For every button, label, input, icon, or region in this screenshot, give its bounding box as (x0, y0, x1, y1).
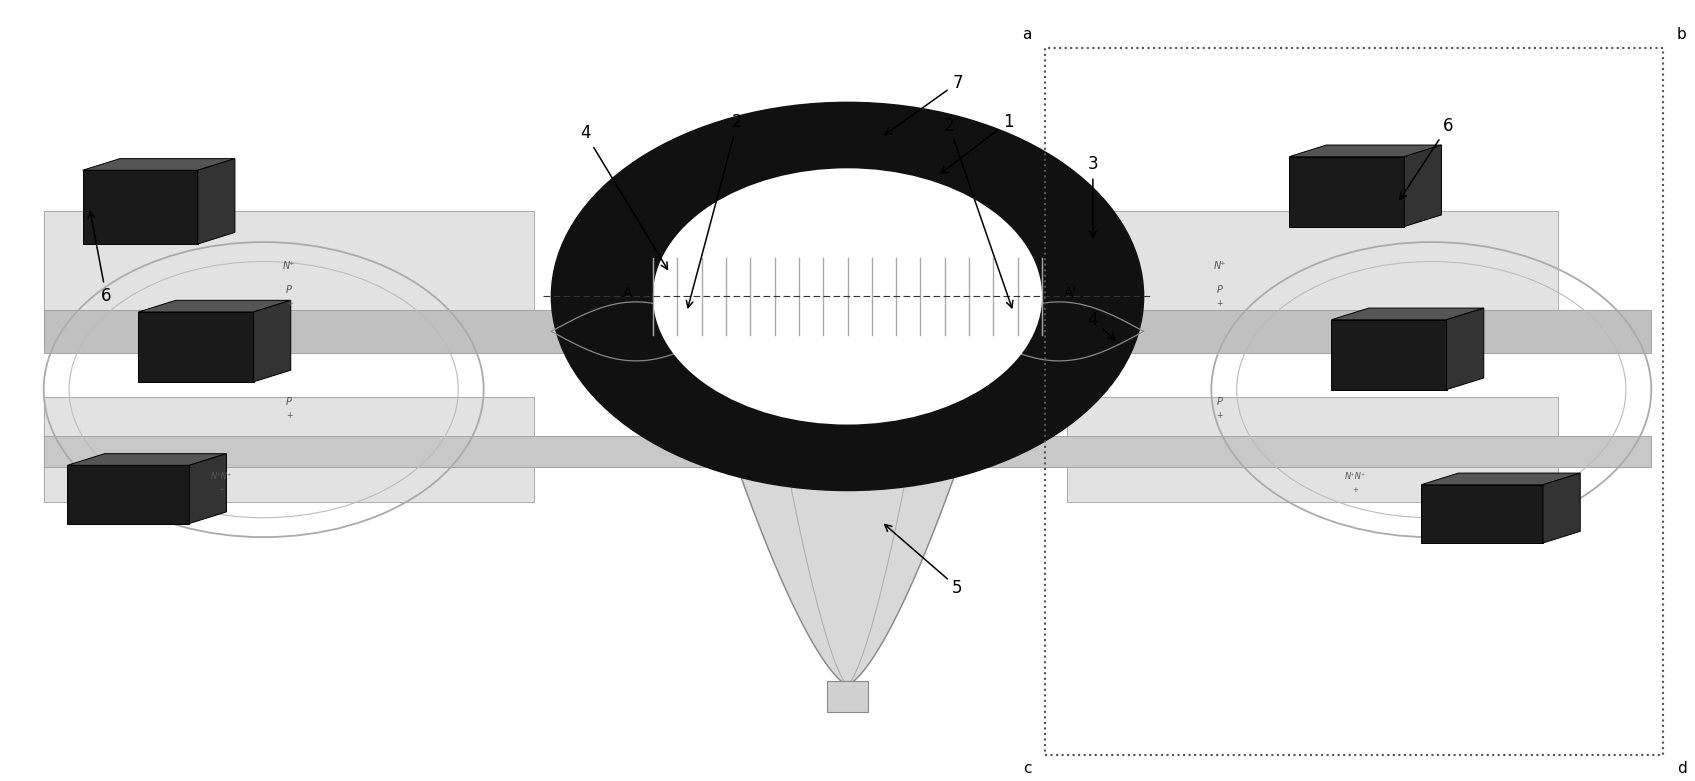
Text: +: + (219, 487, 224, 493)
Text: 3: 3 (1088, 155, 1098, 237)
Polygon shape (68, 454, 227, 465)
Polygon shape (737, 467, 958, 685)
Text: N⁺N⁺: N⁺N⁺ (210, 472, 232, 481)
Text: A: A (622, 286, 632, 300)
Polygon shape (1332, 319, 1446, 390)
Bar (1068, 398, 1558, 502)
Bar (827, 681, 868, 711)
Polygon shape (139, 312, 254, 382)
Ellipse shape (653, 169, 1042, 425)
Polygon shape (1542, 473, 1580, 543)
Text: +: + (1217, 412, 1224, 420)
Text: 6: 6 (1400, 116, 1454, 199)
Polygon shape (1332, 308, 1483, 319)
Text: +: + (286, 299, 292, 308)
Text: 6: 6 (88, 212, 112, 305)
Text: P: P (286, 398, 292, 407)
Text: 1: 1 (941, 112, 1014, 173)
Text: A': A' (1064, 286, 1078, 300)
Text: +: + (1353, 487, 1358, 493)
Text: c: c (1024, 761, 1032, 776)
Polygon shape (1420, 473, 1580, 485)
Polygon shape (190, 454, 227, 523)
Polygon shape (254, 301, 292, 382)
Ellipse shape (551, 102, 1144, 490)
Bar (44, 398, 534, 502)
Text: 4: 4 (580, 124, 668, 269)
Text: P: P (286, 284, 292, 294)
Text: d: d (1676, 761, 1687, 776)
Polygon shape (1446, 308, 1483, 390)
Text: N⁺N⁺: N⁺N⁺ (1344, 472, 1366, 481)
Ellipse shape (551, 102, 1144, 490)
Text: P: P (1217, 398, 1222, 407)
Text: P: P (1217, 284, 1222, 294)
Text: 7: 7 (885, 74, 963, 134)
Polygon shape (1290, 157, 1403, 226)
Polygon shape (83, 159, 236, 170)
Polygon shape (139, 301, 292, 312)
Text: 4: 4 (1088, 311, 1115, 340)
Polygon shape (83, 170, 198, 244)
Bar (44, 437, 1651, 467)
Polygon shape (68, 465, 190, 523)
Text: +: + (286, 412, 292, 420)
Text: N⁺: N⁺ (283, 262, 295, 271)
Text: +: + (1217, 299, 1224, 308)
Polygon shape (1290, 145, 1441, 157)
Bar (44, 211, 534, 347)
Polygon shape (198, 159, 236, 244)
Polygon shape (1403, 145, 1441, 226)
Text: 2: 2 (944, 116, 1014, 308)
Polygon shape (1420, 485, 1542, 543)
Bar (44, 309, 1651, 353)
Text: 5: 5 (885, 525, 963, 597)
Text: N⁺: N⁺ (1214, 262, 1225, 271)
Text: b: b (1676, 27, 1687, 41)
Bar (1068, 211, 1558, 347)
Text: a: a (1022, 27, 1032, 41)
Text: 2: 2 (686, 112, 742, 308)
